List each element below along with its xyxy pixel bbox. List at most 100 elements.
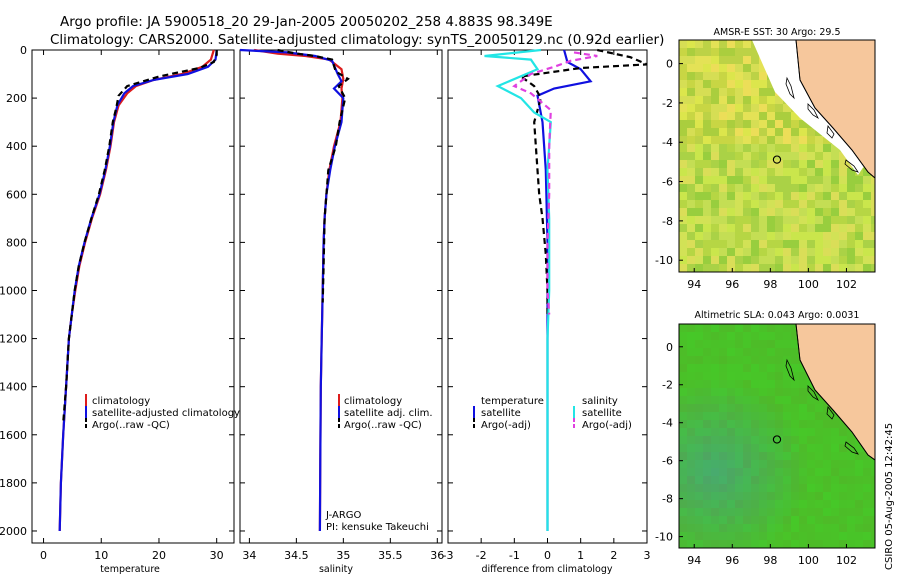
- island: [807, 103, 819, 120]
- heatmap-cell: [735, 240, 744, 249]
- heatmap-cell: [799, 532, 808, 541]
- heatmap-cell: [687, 476, 696, 485]
- heatmap-cell: [727, 460, 736, 469]
- heatmap-cell: [831, 524, 840, 533]
- heatmap-cell: [695, 460, 704, 469]
- heatmap-cell: [751, 80, 760, 89]
- heatmap-cell: [783, 264, 792, 272]
- heatmap-cell: [743, 136, 752, 145]
- heatmap-cell: [679, 460, 688, 469]
- heatmap-cell: [823, 540, 832, 548]
- heatmap-cell: [767, 540, 776, 548]
- heatmap-cell: [839, 468, 848, 477]
- heatmap-cell: [711, 372, 720, 381]
- heatmap-cell: [695, 264, 704, 272]
- heatmap-cell: [751, 72, 760, 81]
- heatmap-cell: [831, 144, 840, 153]
- heatmap-cell: [815, 436, 824, 445]
- heatmap-cell: [751, 508, 760, 517]
- heatmap-cell: [839, 484, 848, 493]
- heatmap-cell: [727, 516, 736, 525]
- legend-label: satellite: [481, 408, 521, 419]
- heatmap-cell: [679, 120, 688, 129]
- figure-title-line2: Climatology: CARS2000. Satellite-adjuste…: [50, 32, 664, 48]
- heatmap-cell: [695, 56, 704, 65]
- heatmap-cell: [759, 248, 768, 257]
- heatmap-cell: [823, 184, 832, 193]
- heatmap-cell: [751, 208, 760, 217]
- heatmap-cell: [687, 540, 696, 548]
- heatmap-cell: [735, 524, 744, 533]
- heatmap-cell: [855, 452, 864, 461]
- heatmap-cell: [687, 200, 696, 209]
- heatmap-cell: [743, 380, 752, 389]
- heatmap-cell: [727, 104, 736, 113]
- heatmap-cell: [735, 532, 744, 541]
- heatmap-cell: [847, 468, 856, 477]
- heatmap-cell: [767, 168, 776, 177]
- heatmap-cell: [759, 72, 768, 81]
- heatmap-cell: [719, 200, 728, 209]
- heatmap-cell: [807, 200, 816, 209]
- heatmap-cell: [799, 208, 808, 217]
- heatmap-cell: [695, 428, 704, 437]
- heatmap-cell: [799, 444, 808, 453]
- heatmap-cell: [751, 136, 760, 145]
- heatmap-cell: [775, 492, 784, 501]
- heatmap-cell: [783, 404, 792, 413]
- heatmap-cell: [855, 524, 864, 533]
- heatmap-cell: [791, 256, 800, 265]
- heatmap-cell: [751, 404, 760, 413]
- heatmap-cell: [735, 332, 744, 341]
- heatmap-cell: [751, 112, 760, 121]
- heatmap-cell: [687, 176, 696, 185]
- heatmap-cell: [839, 240, 848, 249]
- heatmap-cell: [727, 232, 736, 241]
- heatmap-cell: [855, 532, 864, 541]
- heatmap-cell: [727, 444, 736, 453]
- heatmap-cell: [703, 484, 712, 493]
- heatmap-cell: [711, 396, 720, 405]
- heatmap-cell: [799, 452, 808, 461]
- heatmap-cell: [687, 372, 696, 381]
- heatmap-cell: [815, 428, 824, 437]
- heatmap-cell: [847, 200, 856, 209]
- heatmap-cell: [735, 232, 744, 241]
- heatmap-cell: [735, 184, 744, 193]
- heatmap-cell: [703, 88, 712, 97]
- heatmap-cell: [855, 200, 864, 209]
- heatmap-cell: [807, 444, 816, 453]
- heatmap-cell: [719, 184, 728, 193]
- heatmap-cell: [679, 88, 688, 97]
- heatmap-cell: [687, 356, 696, 365]
- heatmap-cell: [719, 80, 728, 89]
- heatmap-cell: [727, 404, 736, 413]
- heatmap-cell: [687, 224, 696, 233]
- heatmap-cell: [719, 176, 728, 185]
- heatmap-cell: [839, 200, 848, 209]
- heatmap-cell: [791, 412, 800, 421]
- heatmap-cell: [871, 516, 875, 525]
- heatmap-cell: [679, 364, 688, 373]
- heatmap-cell: [759, 412, 768, 421]
- heatmap-cell: [751, 48, 760, 57]
- map-x-tick-label: 98: [763, 278, 777, 291]
- heatmap-cell: [791, 372, 800, 381]
- heatmap-cell: [767, 500, 776, 509]
- heatmap-cell: [719, 372, 728, 381]
- heatmap-cell: [823, 524, 832, 533]
- heatmap-cell: [751, 264, 760, 272]
- heatmap-cell: [687, 404, 696, 413]
- heatmap-cell: [679, 516, 688, 525]
- heatmap-cell: [711, 128, 720, 137]
- heatmap-cell: [863, 200, 872, 209]
- heatmap-cell: [855, 216, 864, 225]
- heatmap-cell: [727, 348, 736, 357]
- heatmap-cell: [759, 436, 768, 445]
- difference-ticks: -3 -2 -1 0 1 2 3: [443, 49, 651, 562]
- heatmap-cell: [823, 404, 832, 413]
- heatmap-cell: [775, 412, 784, 421]
- x-tick-label: 35: [336, 549, 350, 562]
- heatmap-cell: [767, 104, 776, 113]
- heatmap-cell: [727, 324, 736, 333]
